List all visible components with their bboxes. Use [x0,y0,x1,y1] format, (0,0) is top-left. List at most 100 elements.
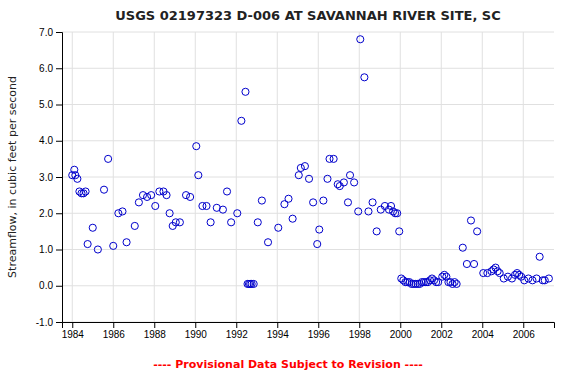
point [250,280,257,287]
point [351,179,358,186]
point [289,215,296,222]
tick: 1.0 [39,244,62,255]
point [223,188,230,195]
point [314,240,321,247]
grid-line-y [62,68,554,69]
point [297,164,304,171]
tick-mark [56,32,62,33]
tick-label: 7.0 [39,27,53,38]
point [340,179,347,186]
point [494,268,501,275]
tick: -1.0 [36,317,62,328]
point [228,219,235,226]
tick-label: 2.0 [39,208,53,219]
point [110,242,117,249]
point [187,193,194,200]
point [156,188,163,195]
point [238,117,245,124]
tick-label: 1.0 [39,244,53,255]
tick-mark [56,286,62,287]
point [264,239,271,246]
tick-label: 4.0 [39,135,53,146]
tick: 4.0 [39,135,62,146]
y-axis: -1.00.01.02.03.04.05.06.07.0 [36,27,63,328]
tick-mark [56,105,62,106]
tick-label: 2000 [390,329,413,340]
tick-mark [236,322,237,328]
tick: 2.0 [39,208,62,219]
point [470,260,477,267]
point [254,219,261,226]
point [152,202,159,209]
point [74,175,81,182]
tick-label: 1992 [226,329,249,340]
point [459,244,466,251]
point [439,273,446,280]
point [182,192,189,199]
point [541,277,548,284]
point [123,239,130,246]
point [295,172,302,179]
point [219,206,226,213]
tick-label: 1990 [185,329,208,340]
point [105,155,112,162]
tick-mark [113,322,114,328]
tick-label: -1.0 [36,317,54,328]
point [195,172,202,179]
point [324,175,331,182]
point [258,197,265,204]
point [480,269,487,276]
point [320,197,327,204]
chart: 1984198619881990199219941996199820002002… [0,0,576,384]
point [234,210,241,217]
tick-label: 1994 [267,329,290,340]
point [84,240,91,247]
point [369,199,376,206]
point [78,190,85,197]
tick-label: 3.0 [39,172,53,183]
point [131,222,138,229]
point [115,210,122,217]
point [193,143,200,150]
point [504,273,511,280]
point [433,279,440,286]
tick-label: 0.0 [39,280,53,291]
tick: 1990 [185,322,208,340]
tick: 1988 [144,322,167,340]
point [355,208,362,215]
point [330,155,337,162]
point [94,246,101,253]
point [357,36,364,43]
grid-line-y [62,32,554,33]
tick-label: 1988 [144,329,167,340]
tick: 2004 [472,322,495,340]
tick-mark [56,213,62,214]
point [119,208,126,215]
x-axis: 1984198619881990199219941996199820002002… [62,322,555,340]
point [361,74,368,81]
point [474,228,481,235]
tick-mark [56,177,62,178]
grid-line-y [62,285,554,286]
point [390,208,397,215]
tick: 1984 [62,322,85,340]
tick-label: 2004 [472,329,495,340]
tick: 7.0 [39,27,62,38]
point [500,275,507,282]
point [148,192,155,199]
tick: 2006 [513,322,536,340]
point [172,219,179,226]
tick: 2000 [390,322,413,340]
point [365,208,372,215]
grid-line-y [62,177,554,178]
tick-mark [318,322,319,328]
point [139,192,146,199]
point [163,192,170,199]
grid-line-y [62,213,554,214]
point [100,186,107,193]
tick: 1992 [226,322,249,340]
point [199,202,206,209]
tick-mark [482,322,483,328]
tick-mark [56,322,62,323]
point [285,195,292,202]
